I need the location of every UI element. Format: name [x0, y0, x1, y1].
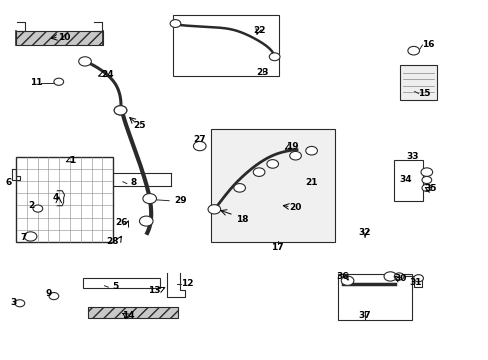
Bar [337, 274, 411, 320]
Text: 28: 28 [106, 237, 118, 246]
Text: 23: 23 [256, 68, 269, 77]
Circle shape [170, 19, 181, 27]
Text: 18: 18 [235, 215, 248, 224]
Text: 32: 32 [358, 228, 370, 237]
Text: 21: 21 [305, 178, 317, 187]
Circle shape [193, 141, 205, 151]
Text: 35: 35 [423, 184, 436, 193]
Text: 22: 22 [252, 26, 265, 35]
Text: 13: 13 [148, 285, 161, 294]
Bar [16, 157, 113, 242]
Circle shape [305, 147, 317, 155]
Text: 15: 15 [417, 89, 430, 98]
Circle shape [54, 78, 63, 85]
Circle shape [341, 276, 353, 285]
Text: 3: 3 [10, 298, 17, 307]
Bar [83, 278, 160, 288]
Bar [172, 15, 278, 76]
Text: 7: 7 [20, 233, 26, 242]
Text: 9: 9 [46, 289, 52, 298]
Text: 19: 19 [285, 141, 298, 150]
Circle shape [421, 184, 431, 192]
Text: 14: 14 [122, 311, 135, 320]
Circle shape [289, 152, 301, 160]
Circle shape [114, 106, 126, 115]
Text: 6: 6 [5, 178, 12, 187]
Text: 17: 17 [271, 243, 284, 252]
Circle shape [114, 106, 126, 115]
Text: 12: 12 [181, 279, 193, 288]
Text: 29: 29 [174, 196, 186, 205]
Text: 26: 26 [116, 218, 128, 227]
Text: 30: 30 [393, 274, 406, 283]
Text: 33: 33 [405, 152, 418, 161]
Bar [393, 160, 423, 202]
Text: 25: 25 [133, 121, 146, 130]
Text: 4: 4 [53, 193, 59, 202]
Circle shape [139, 216, 153, 226]
Circle shape [142, 194, 156, 203]
Text: 36: 36 [336, 272, 348, 281]
Circle shape [233, 184, 245, 192]
Circle shape [15, 300, 25, 307]
Text: 27: 27 [193, 135, 205, 144]
Text: 1: 1 [69, 156, 75, 165]
Circle shape [24, 232, 37, 241]
Bar [88, 307, 178, 318]
Text: 10: 10 [58, 33, 71, 42]
Circle shape [393, 273, 403, 280]
Circle shape [421, 176, 431, 184]
Bar [399, 65, 436, 100]
Circle shape [383, 272, 396, 281]
Circle shape [413, 275, 423, 282]
Circle shape [407, 46, 419, 55]
Text: 24: 24 [101, 70, 114, 79]
Circle shape [253, 168, 264, 176]
Text: 16: 16 [421, 40, 434, 49]
Text: 8: 8 [130, 178, 137, 187]
Bar [211, 129, 335, 242]
Text: 31: 31 [408, 278, 421, 287]
Circle shape [266, 159, 278, 168]
Circle shape [420, 168, 432, 176]
Text: 37: 37 [358, 311, 371, 320]
Text: 11: 11 [30, 78, 42, 87]
Bar [16, 31, 102, 45]
Circle shape [269, 53, 280, 61]
Text: 20: 20 [289, 203, 301, 212]
Text: 5: 5 [112, 282, 119, 291]
Circle shape [49, 293, 59, 300]
Circle shape [79, 57, 91, 66]
Circle shape [33, 205, 42, 212]
Text: 2: 2 [28, 201, 35, 210]
Text: 34: 34 [399, 175, 411, 184]
Circle shape [207, 204, 220, 214]
